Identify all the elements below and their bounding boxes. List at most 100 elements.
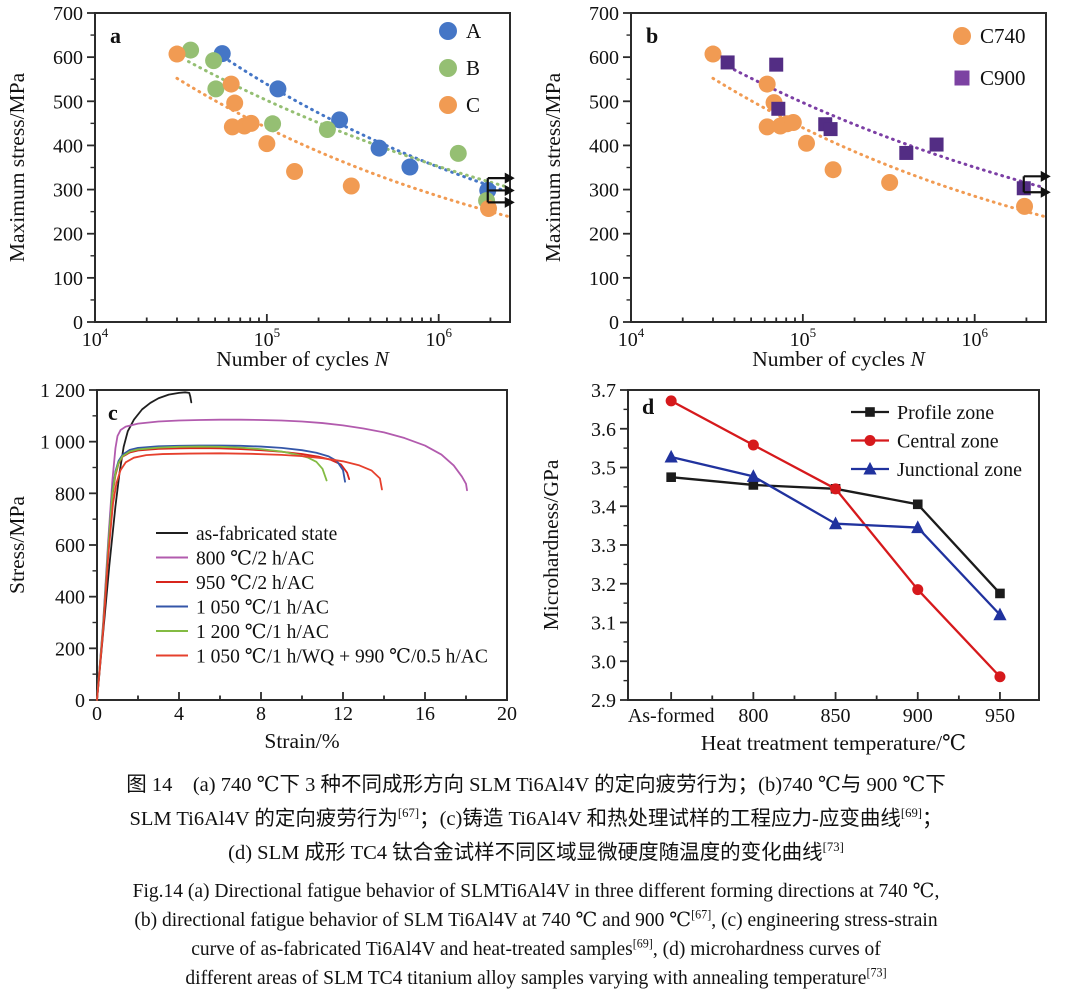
caption-text: ； <box>922 808 943 830</box>
series-junctional-zone <box>664 449 1007 621</box>
trend-lines <box>711 65 1048 219</box>
reference-superscript: [67] <box>691 907 712 922</box>
svg-text:0: 0 <box>92 703 102 725</box>
svg-text:105: 105 <box>790 325 817 351</box>
svg-text:3.4: 3.4 <box>591 496 616 518</box>
caption-line: (d) SLM 成形 TC4 钛合金试样不同区域显微硬度随温度的变化曲线[73] <box>0 836 1072 870</box>
svg-text:8: 8 <box>256 703 266 725</box>
series-c900 <box>720 55 1031 196</box>
svg-text:600: 600 <box>53 47 83 69</box>
legend-label: 1 050 ℃/1 h/WQ + 990 ℃/0.5 h/AC <box>196 647 488 668</box>
svg-text:300: 300 <box>53 180 83 202</box>
svg-text:0: 0 <box>609 312 619 334</box>
legend-label: Central zone <box>897 431 999 453</box>
subplot-c-stress-strain: 0 4 8 12 16 20 0 200 400 600 800 1 000 1 200 Strain/%… <box>0 372 536 772</box>
svg-text:500: 500 <box>53 91 83 113</box>
reference-superscript: [73] <box>822 840 844 855</box>
subplot-a-fatigue-directions: 104 105 106 0 100 200 300 400 500 600 700 Number of… <box>0 0 536 372</box>
subplot-d-microhardness: As-formed 800 850 900 950 2.9 3.0 3.1 3.2 3.3 3.4 3… <box>536 372 1072 772</box>
svg-text:16: 16 <box>415 703 435 725</box>
x-axis-label: Number of cycles N <box>216 347 390 371</box>
chart-a-svg: 104 105 106 0 100 200 300 400 500 600 700 Number of… <box>5 3 515 371</box>
svg-text:As-formed: As-formed <box>628 705 715 727</box>
caption-line: SLM Ti6Al4V 的定向疲劳行为[67]；(c)铸造 Ti6Al4V 和热… <box>0 802 1072 836</box>
legend-label: C900 <box>980 66 1026 90</box>
svg-text:12: 12 <box>333 703 353 725</box>
y-axis-label: Microhardness/GPa <box>539 459 563 630</box>
series-c <box>168 45 498 218</box>
svg-text:3.3: 3.3 <box>591 535 616 557</box>
svg-text:200: 200 <box>53 224 83 246</box>
subplot-b-fatigue-temperatures: 104 105 106 0 100 200 300 400 500 600 700 Number of… <box>536 0 1072 372</box>
chart-d-svg: As-formed 800 850 900 950 2.9 3.0 3.1 3.2 3.3 3.4 3… <box>539 380 1040 755</box>
svg-text:2.9: 2.9 <box>591 690 616 712</box>
svg-text:800: 800 <box>738 705 768 727</box>
svg-text:200: 200 <box>55 638 85 660</box>
chart-b-svg: 104 105 106 0 100 200 300 400 500 600 700 Number of… <box>541 3 1051 371</box>
x-axis: 0 4 8 12 16 20 <box>92 692 517 725</box>
svg-text:3.0: 3.0 <box>591 651 616 673</box>
legend-label: 1 200 ℃/1 h/AC <box>196 622 329 643</box>
x-axis-label: Heat treatment temperature/℃ <box>701 731 966 755</box>
legend: ABC <box>439 19 482 117</box>
svg-text:1 200: 1 200 <box>40 380 85 402</box>
series-1-050-1-h-wq-990-0-5-h-ac <box>96 452 383 701</box>
svg-text:0: 0 <box>75 690 85 712</box>
legend-label: 800 ℃/2 h/AC <box>196 549 314 570</box>
legend-label: 1 050 ℃/1 h/AC <box>196 598 329 619</box>
svg-text:800: 800 <box>55 483 85 505</box>
legend-label: C740 <box>980 24 1026 48</box>
svg-text:100: 100 <box>589 268 619 290</box>
y-axis: 0 100 200 300 400 500 600 700 <box>53 3 95 334</box>
svg-text:3.5: 3.5 <box>591 458 616 480</box>
y-axis-label: Maximum stress/MPa <box>541 72 565 262</box>
legend: Profile zone Central zone Junctional zone <box>851 402 1022 481</box>
svg-text:106: 106 <box>425 325 452 351</box>
caption-chinese: 图 14 (a) 740 ℃下 3 种不同成形方向 SLM Ti6Al4V 的定… <box>0 768 1072 870</box>
svg-text:500: 500 <box>589 91 619 113</box>
x-axis: 104 105 106 <box>82 314 492 351</box>
legend-label: B <box>466 56 480 80</box>
caption-text: , (d) microhardness curves of <box>652 939 881 960</box>
svg-text:950: 950 <box>985 705 1015 727</box>
legend-label: 950 ℃/2 h/AC <box>196 573 314 594</box>
svg-text:400: 400 <box>53 135 83 157</box>
caption-english: Fig.14 (a) Directional fatigue behavior … <box>0 877 1072 993</box>
svg-text:3.1: 3.1 <box>591 613 616 635</box>
caption-line: Fig.14 (a) Directional fatigue behavior … <box>0 877 1072 906</box>
y-axis: 0 100 200 300 400 500 600 700 <box>589 3 631 334</box>
reference-superscript: [69] <box>900 806 923 821</box>
runout-arrows <box>1022 170 1051 198</box>
svg-text:3.6: 3.6 <box>591 419 616 441</box>
legend: C740 C900 <box>953 24 1026 90</box>
svg-text:100: 100 <box>53 268 83 290</box>
svg-text:4: 4 <box>174 703 184 725</box>
caption-text: ；(c)铸造 Ti6Al4V 和热处理试样的工程应力-应变曲线 <box>419 808 901 830</box>
series-800-2-h-ac <box>96 418 468 701</box>
panel-letter: d <box>642 394 654 419</box>
svg-text:600: 600 <box>589 47 619 69</box>
legend: as-fabricated state 800 ℃/2 h/AC 950 ℃/2 h… <box>156 524 488 668</box>
y-axis: 2.9 3.0 3.1 3.2 3.3 3.4 3.5 3.6 3.7 <box>591 380 628 712</box>
x-axis: 104 105 106 <box>618 314 1028 351</box>
x-axis-label: Number of cycles N <box>752 347 926 371</box>
y-axis: 0 200 400 600 800 1 000 1 200 <box>40 380 97 712</box>
reference-superscript: [69] <box>632 936 653 951</box>
svg-text:400: 400 <box>589 135 619 157</box>
svg-text:104: 104 <box>618 325 645 351</box>
x-axis-label: Strain/% <box>264 729 339 753</box>
svg-text:850: 850 <box>821 705 851 727</box>
caption-text: 图 14 (a) 740 ℃下 3 种不同成形方向 SLM Ti6Al4V 的定… <box>126 774 946 796</box>
svg-text:3.7: 3.7 <box>591 380 616 402</box>
svg-text:106: 106 <box>961 325 988 351</box>
series-central-zone <box>665 395 1006 683</box>
svg-text:200: 200 <box>589 224 619 246</box>
caption-text: curve of as-fabricated Ti6Al4V and heat-… <box>191 939 633 960</box>
caption-line: 图 14 (a) 740 ℃下 3 种不同成形方向 SLM Ti6Al4V 的定… <box>0 768 1072 802</box>
svg-text:104: 104 <box>82 325 109 351</box>
caption-text: Fig.14 (a) Directional fatigue behavior … <box>132 881 940 902</box>
legend-label: C <box>466 93 480 117</box>
svg-text:400: 400 <box>55 587 85 609</box>
svg-text:20: 20 <box>497 703 517 725</box>
